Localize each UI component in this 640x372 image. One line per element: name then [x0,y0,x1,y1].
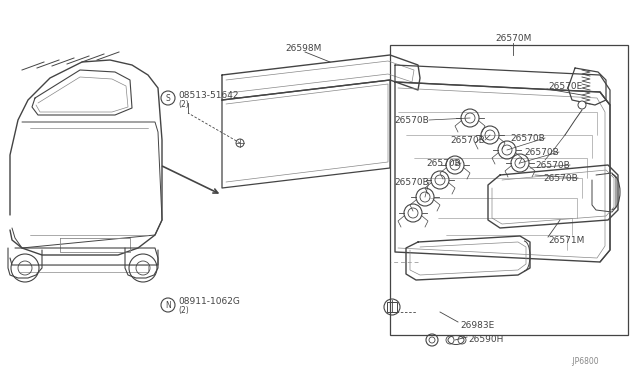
Text: 26570B: 26570B [510,134,545,142]
Text: 26570B: 26570B [524,148,559,157]
Text: (2): (2) [178,99,189,109]
Text: 26590H: 26590H [468,336,504,344]
Text: N: N [165,301,171,310]
Text: 08513-51642: 08513-51642 [178,90,239,99]
Text: 26570B: 26570B [450,135,484,144]
Text: 26598M: 26598M [285,44,321,52]
Text: S: S [166,93,170,103]
Text: .JP6800: .JP6800 [570,357,598,366]
Text: 26570B: 26570B [543,173,578,183]
Bar [387,302,397,312]
Text: 26570B: 26570B [426,158,461,167]
Text: (2): (2) [178,307,189,315]
Bar [390,45,628,335]
Text: 08911-1062G: 08911-1062G [178,298,240,307]
Text: 26570B: 26570B [394,115,429,125]
Text: 26570E: 26570E [548,81,582,90]
Text: 26570B: 26570B [535,160,570,170]
Text: 26570B: 26570B [394,177,429,186]
Circle shape [578,101,586,109]
Text: 26571M: 26571M [548,235,584,244]
Text: 26570M: 26570M [495,33,531,42]
Text: 26983E: 26983E [460,321,494,330]
